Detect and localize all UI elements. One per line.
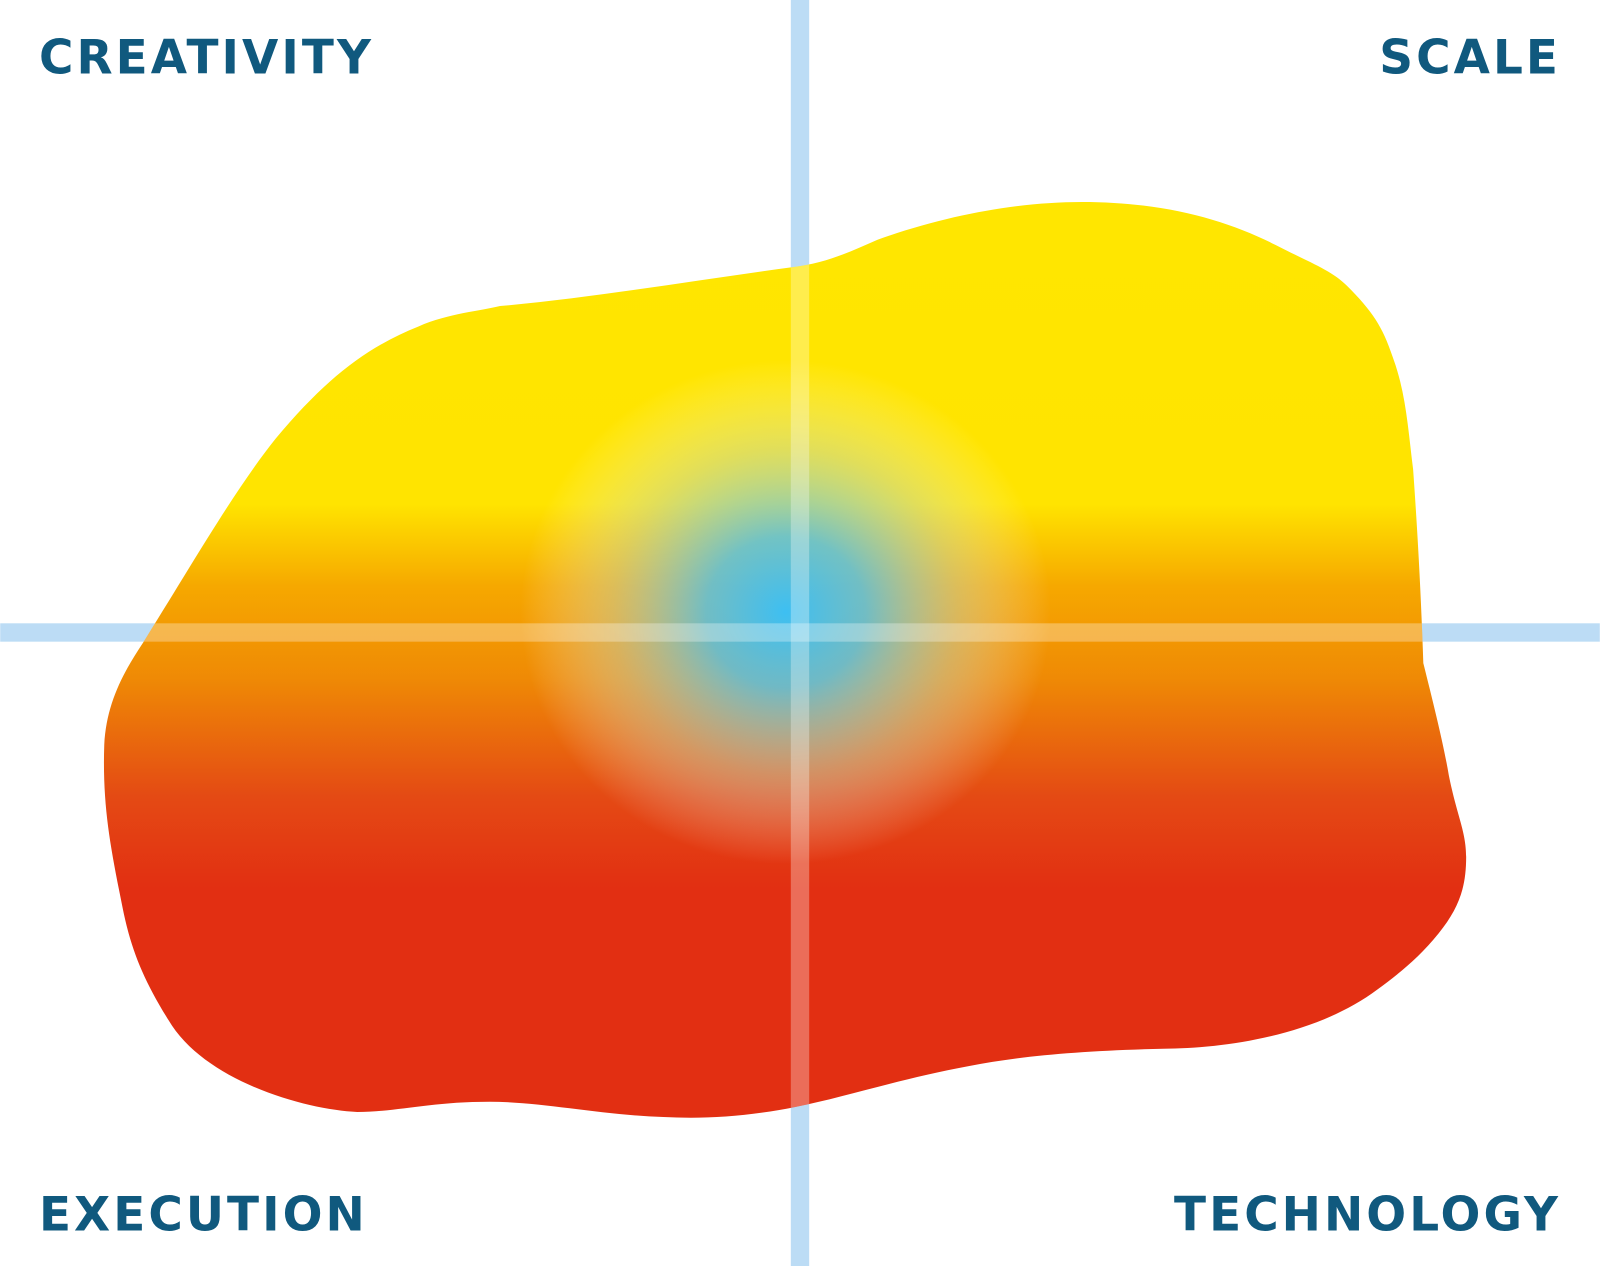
label-top-right: SCALE <box>1379 30 1561 85</box>
blob-cool-center <box>479 336 1092 888</box>
horizontal-axis-overlay <box>103 623 1467 642</box>
vertical-axis-overlay <box>790 201 810 1118</box>
label-bottom-right: TECHNOLOGY <box>1174 1187 1561 1242</box>
label-top-left: CREATIVITY <box>39 30 374 85</box>
label-bottom-left: EXECUTION <box>39 1187 368 1242</box>
